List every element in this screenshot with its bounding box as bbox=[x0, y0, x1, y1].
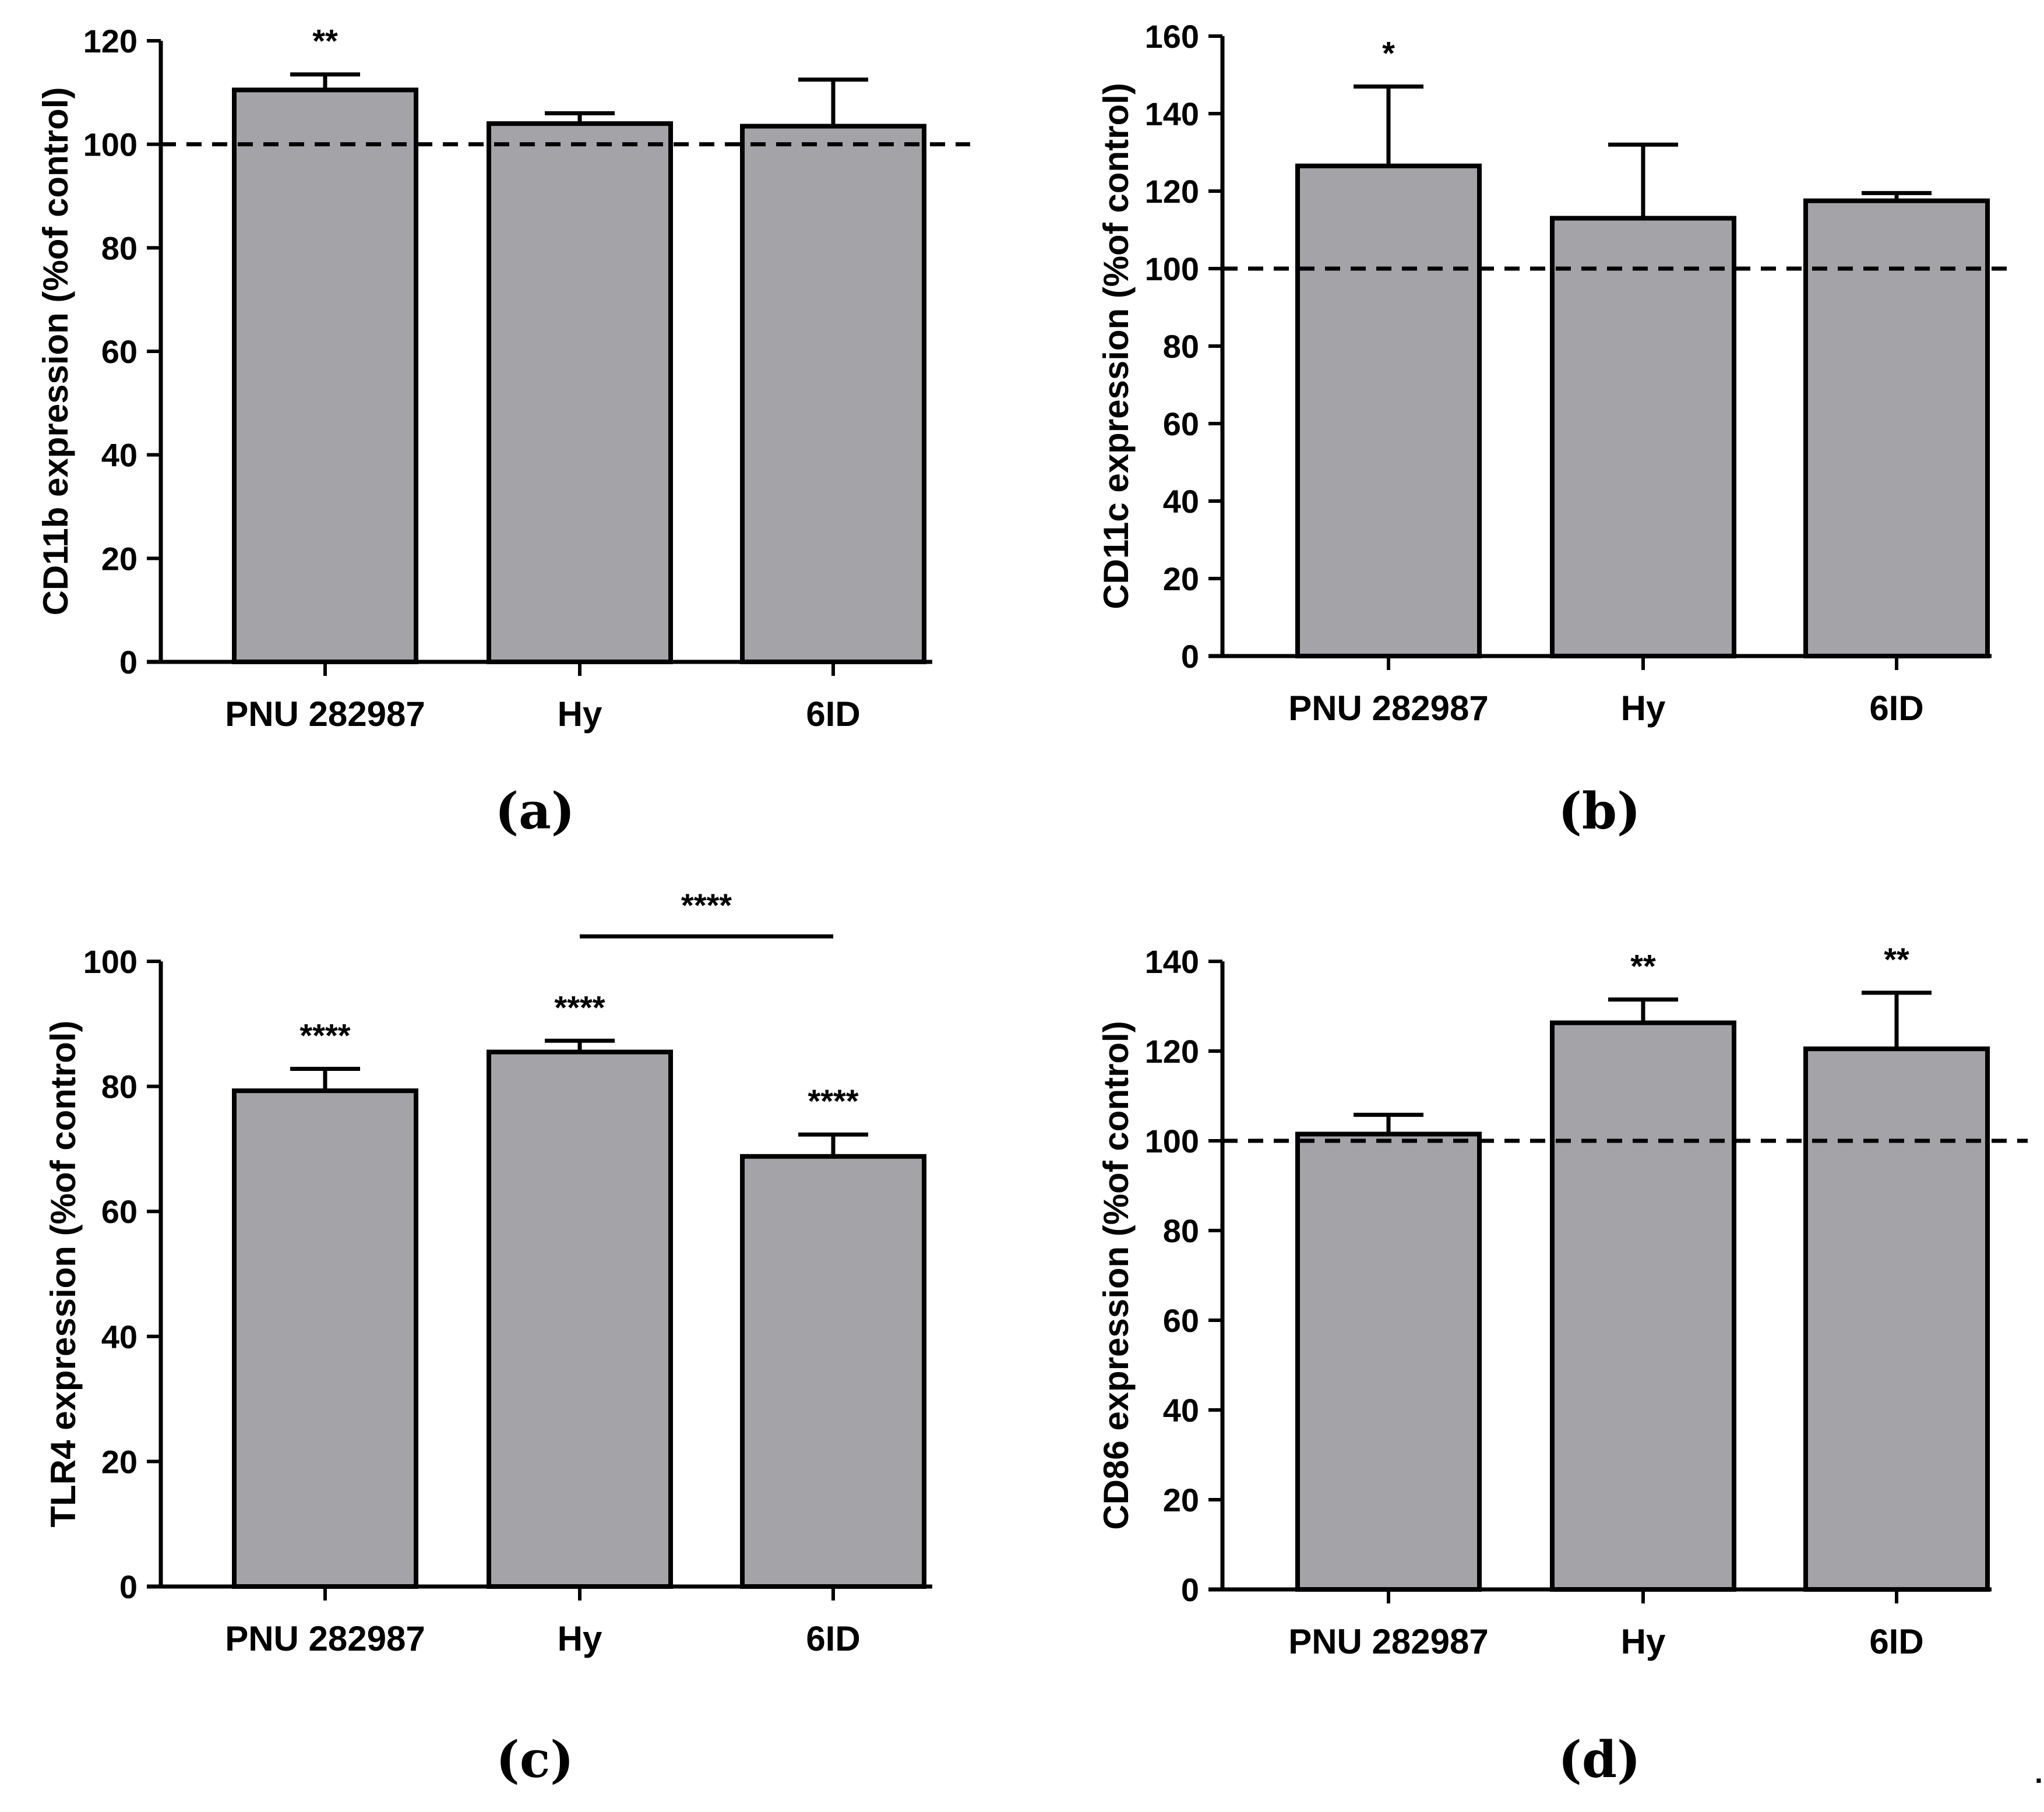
y-tick-label-0: 0 bbox=[119, 644, 138, 681]
trailing-mark: . bbox=[2035, 1757, 2043, 1789]
y-tick-label-5: 100 bbox=[1145, 1123, 1199, 1159]
panel-label-d: (d) bbox=[1558, 1730, 1641, 1789]
y-tick-label-7: 140 bbox=[1145, 943, 1199, 980]
bar-0 bbox=[232, 87, 418, 664]
bar-2 bbox=[1803, 1046, 1990, 1592]
panel-label-c: (c) bbox=[496, 1730, 574, 1789]
y-axis-label: TLR4 expression (%of control) bbox=[44, 1020, 83, 1527]
x-tick-label-0: PNU 282987 bbox=[225, 695, 425, 734]
significance-label-0: ** bbox=[312, 23, 338, 59]
y-tick-label-3: 60 bbox=[1163, 406, 1199, 442]
y-axis-label: CD11b expression (%of control) bbox=[36, 87, 75, 616]
comparison-label-0: **** bbox=[681, 887, 732, 923]
x-tick-label-0: PNU 282987 bbox=[225, 1619, 425, 1658]
bar-1 bbox=[1550, 216, 1736, 658]
y-tick-label-1: 20 bbox=[1163, 560, 1199, 597]
x-tick-label-0: PNU 282987 bbox=[1288, 689, 1489, 728]
y-tick-label-4: 80 bbox=[101, 1069, 138, 1105]
y-tick-label-7: 140 bbox=[1145, 96, 1199, 132]
bar-1 bbox=[487, 1049, 673, 1589]
x-tick-label-1: Hy bbox=[1621, 689, 1666, 728]
y-tick-label-6: 120 bbox=[1145, 173, 1199, 210]
chart-panel-c: **** PNU 282987 **** Hy **** 6ID 0 20 40 60 80 100 T… bbox=[44, 887, 932, 1658]
x-tick-label-0: PNU 282987 bbox=[1288, 1622, 1489, 1661]
bar-0 bbox=[232, 1088, 418, 1589]
significance-label-2: **** bbox=[808, 1083, 858, 1119]
panel-label-a: (a) bbox=[495, 782, 575, 841]
panel-label-b: (b) bbox=[1558, 782, 1641, 841]
y-tick-label-5: 100 bbox=[83, 126, 138, 163]
significance-label-1: ** bbox=[1630, 947, 1656, 984]
bar-0 bbox=[1295, 163, 1482, 658]
bar-1 bbox=[487, 121, 673, 664]
x-tick-label-2: 6ID bbox=[806, 695, 860, 734]
y-tick-label-4: 80 bbox=[1163, 1212, 1199, 1249]
bar-0 bbox=[1295, 1131, 1482, 1592]
y-tick-label-1: 20 bbox=[101, 1443, 138, 1480]
y-axis-label: CD11c expression (%of control) bbox=[1097, 83, 1136, 609]
significance-label-0: * bbox=[1382, 34, 1395, 71]
y-tick-label-3: 60 bbox=[101, 333, 138, 370]
bar-1 bbox=[1550, 1020, 1736, 1592]
y-tick-label-1: 20 bbox=[1163, 1482, 1199, 1518]
y-tick-label-1: 20 bbox=[101, 540, 138, 577]
x-tick-label-2: 6ID bbox=[1869, 1622, 1923, 1661]
y-tick-label-8: 160 bbox=[1145, 18, 1199, 55]
y-tick-label-6: 120 bbox=[1145, 1033, 1199, 1070]
y-tick-label-2: 40 bbox=[101, 437, 138, 474]
x-tick-label-1: Hy bbox=[558, 695, 602, 734]
x-tick-label-1: Hy bbox=[558, 1619, 602, 1658]
y-tick-label-0: 0 bbox=[1181, 1571, 1199, 1608]
bar-2 bbox=[740, 1154, 926, 1589]
y-tick-label-5: 100 bbox=[1145, 251, 1199, 287]
significance-label-0: **** bbox=[299, 1017, 350, 1054]
y-tick-label-5: 100 bbox=[83, 943, 138, 980]
chart-panel-d: PNU 282987 ** Hy ** 6ID 0 20 40 60 80 100 120 140 CD8… bbox=[1097, 941, 2028, 1661]
x-tick-label-2: 6ID bbox=[806, 1619, 860, 1658]
y-tick-label-3: 60 bbox=[1163, 1302, 1199, 1339]
x-tick-label-2: 6ID bbox=[1869, 689, 1923, 728]
y-tick-label-0: 0 bbox=[119, 1568, 138, 1605]
chart-panel-b: * PNU 282987 Hy 6ID 0 20 40 60 80 100 120 140 160CD1… bbox=[1097, 18, 2007, 728]
y-tick-label-4: 80 bbox=[1163, 328, 1199, 365]
bar-2 bbox=[740, 124, 926, 664]
x-tick-label-1: Hy bbox=[1621, 1622, 1666, 1661]
y-tick-label-4: 80 bbox=[101, 230, 138, 266]
y-tick-label-6: 120 bbox=[83, 23, 138, 59]
significance-label-1: **** bbox=[554, 989, 605, 1025]
y-tick-label-3: 60 bbox=[101, 1193, 138, 1230]
y-tick-label-2: 40 bbox=[101, 1319, 138, 1355]
y-tick-label-0: 0 bbox=[1181, 638, 1199, 675]
y-tick-label-2: 40 bbox=[1163, 483, 1199, 520]
significance-label-2: ** bbox=[1884, 941, 1909, 978]
y-axis-label: CD86 expression (%of control) bbox=[1097, 1021, 1136, 1530]
y-tick-label-2: 40 bbox=[1163, 1392, 1199, 1429]
